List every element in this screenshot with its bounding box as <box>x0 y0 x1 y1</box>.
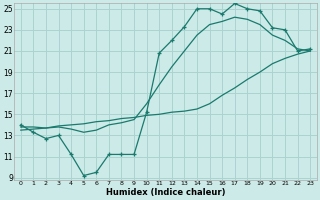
X-axis label: Humidex (Indice chaleur): Humidex (Indice chaleur) <box>106 188 225 197</box>
